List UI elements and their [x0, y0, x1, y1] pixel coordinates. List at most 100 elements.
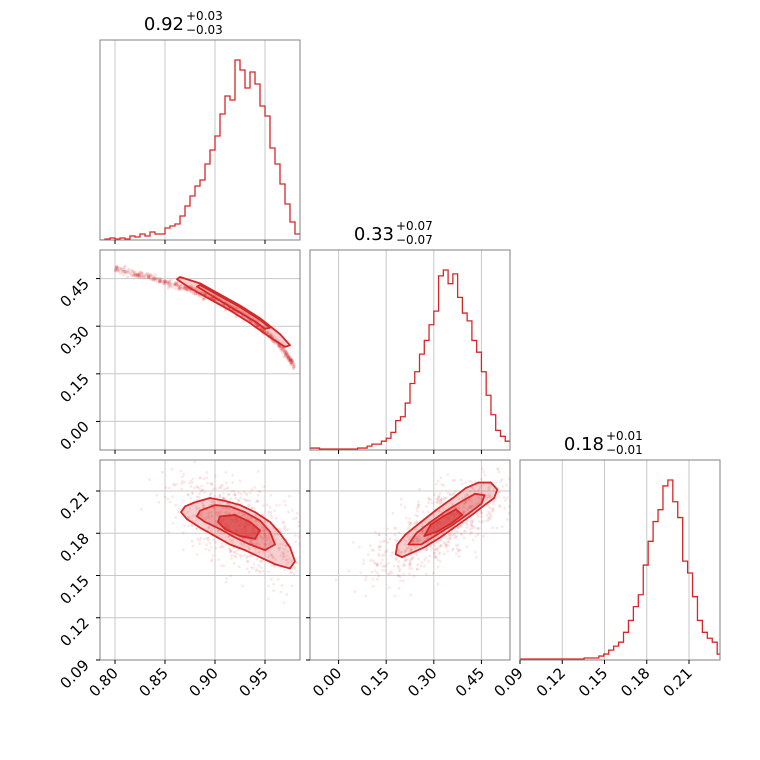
- scatter-point: [366, 553, 370, 557]
- scatter-point: [518, 451, 521, 454]
- scatter-point: [462, 502, 466, 506]
- scatter-point: [182, 531, 185, 534]
- scatter-point: [198, 539, 202, 543]
- scatter-point: [135, 272, 140, 277]
- scatter-point: [404, 558, 408, 562]
- scatter-point: [122, 269, 126, 273]
- scatter-point: [250, 506, 254, 509]
- scatter-point: [188, 516, 192, 520]
- scatter-point: [221, 506, 225, 510]
- scatter-point: [451, 478, 455, 482]
- scatter-point: [411, 556, 415, 559]
- scatter-point: [386, 541, 390, 544]
- scatter-point: [495, 526, 499, 530]
- scatter-point: [228, 456, 231, 459]
- scatter-point: [404, 516, 408, 520]
- scatter-point: [214, 511, 218, 515]
- scatter-point: [202, 505, 206, 509]
- scatter-point: [382, 540, 385, 543]
- scatter-point: [408, 558, 412, 561]
- scatter-point: [453, 479, 456, 482]
- scatter-point: [162, 279, 166, 283]
- scatter-point: [302, 548, 305, 551]
- scatter-point: [263, 533, 266, 537]
- scatter-point: [304, 529, 307, 532]
- xtick-label-2-3: 0.18: [617, 664, 653, 700]
- scatter-point: [462, 521, 465, 525]
- scatter-point: [282, 547, 286, 551]
- scatter-point: [198, 487, 201, 490]
- scatter-point: [415, 567, 419, 571]
- scatter-point: [286, 354, 290, 358]
- scatter-point: [222, 492, 225, 495]
- scatter-point: [436, 499, 440, 503]
- scatter-point: [283, 351, 287, 355]
- scatter-point: [399, 550, 403, 554]
- scatter-point: [253, 547, 257, 551]
- scatter-point: [464, 480, 468, 484]
- scatter-point: [244, 537, 248, 541]
- scatter-point: [161, 470, 164, 474]
- scatter-point: [230, 489, 234, 493]
- scatter-point: [281, 348, 285, 352]
- scatter-point: [231, 538, 235, 542]
- scatter-point: [291, 363, 295, 367]
- scatter-point: [477, 526, 481, 530]
- scatter-point: [478, 500, 481, 504]
- scatter-point: [190, 539, 194, 543]
- scatter-point: [170, 285, 174, 290]
- scatter-point: [446, 540, 449, 544]
- scatter-point: [123, 270, 127, 274]
- scatter-point: [133, 270, 137, 274]
- scatter-point: [245, 493, 249, 497]
- scatter-point: [494, 481, 498, 485]
- scatter-point: [264, 543, 267, 547]
- scatter-point: [180, 475, 184, 479]
- scatter-point: [283, 524, 287, 528]
- scatter-point: [124, 270, 128, 274]
- scatter-point: [254, 514, 258, 518]
- scatter-point: [480, 491, 484, 495]
- scatter-point: [212, 500, 216, 503]
- scatter-point: [225, 502, 229, 506]
- scatter-point: [189, 496, 193, 500]
- scatter-point: [131, 273, 135, 278]
- scatter-point: [179, 283, 183, 287]
- scatter-point: [439, 545, 443, 548]
- scatter-point: [188, 507, 192, 511]
- scatter-point: [169, 282, 173, 286]
- scatter-point: [254, 519, 258, 522]
- scatter-point: [406, 546, 410, 549]
- scatter-point: [268, 332, 272, 336]
- scatter-point: [162, 282, 166, 286]
- scatter-point: [197, 495, 201, 499]
- scatter-point: [491, 508, 495, 512]
- scatter-point: [414, 521, 418, 525]
- scatter-point: [249, 566, 253, 569]
- scatter-point: [252, 562, 256, 566]
- scatter-point: [480, 511, 484, 515]
- panel-frame-0-0: [99, 39, 301, 241]
- scatter-point: [256, 551, 260, 554]
- scatter-point: [451, 548, 454, 552]
- scatter-point: [442, 484, 446, 487]
- scatter-point: [289, 358, 293, 363]
- scatter-point: [152, 276, 156, 280]
- scatter-point: [136, 273, 140, 277]
- scatter-point: [189, 485, 193, 488]
- scatter-point: [415, 528, 418, 532]
- scatter-point: [279, 346, 283, 351]
- scatter-point: [281, 520, 285, 524]
- scatter-point: [229, 550, 233, 554]
- scatter-point: [497, 490, 501, 494]
- scatter-point: [239, 492, 243, 496]
- scatter-point: [408, 535, 412, 539]
- scatter-point: [273, 509, 277, 512]
- scatter-point: [262, 526, 266, 530]
- scatter-point: [487, 516, 490, 520]
- scatter-point: [174, 516, 178, 520]
- scatter-point: [171, 495, 175, 498]
- scatter-point: [260, 560, 263, 563]
- scatter-point: [476, 527, 480, 531]
- scatter-point: [386, 527, 389, 531]
